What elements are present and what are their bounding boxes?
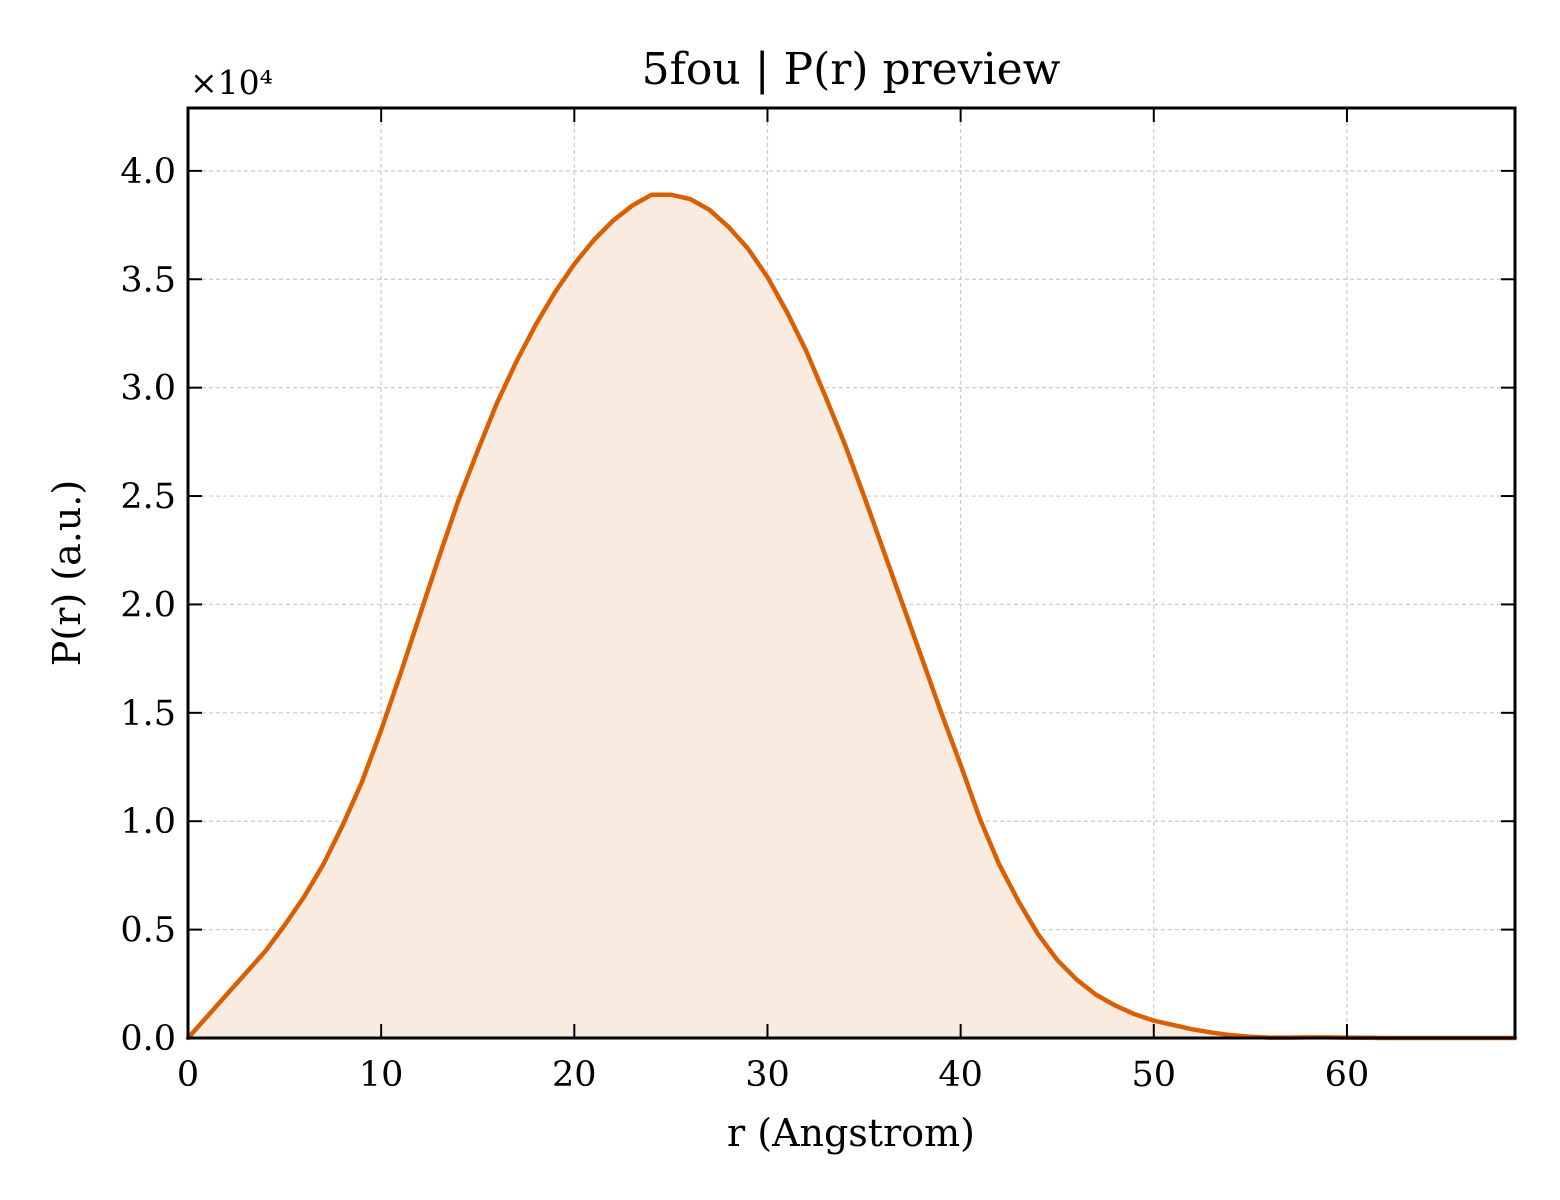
y-tick-label: 1.0 [120, 802, 176, 842]
y-tick-label: 0.0 [120, 1019, 176, 1059]
y-offset-label: ×10⁴ [190, 63, 273, 102]
x-tick-label: 10 [359, 1055, 404, 1095]
y-axis-label: P(r) (a.u.) [45, 480, 89, 666]
x-tick-label: 40 [938, 1055, 983, 1095]
y-tick-label: 3.0 [120, 369, 176, 409]
x-tick-label: 30 [745, 1055, 790, 1095]
y-tick-label: 4.0 [120, 152, 176, 192]
x-tick-label: 50 [1132, 1055, 1177, 1095]
plot-frame [186, 106, 1517, 1040]
y-tick-label: 0.5 [120, 911, 176, 951]
y-tick-label: 2.5 [120, 477, 176, 517]
chart-title: 5fou | P(r) preview [642, 44, 1061, 95]
series-area-fill [188, 194, 1515, 1038]
y-tick-label: 2.0 [120, 585, 176, 625]
y-tick-label: 3.5 [120, 260, 176, 300]
ticks: 0 10 20 30 40 50 60 0.0 0.5 1.0 1.5 2.0 2.5 3.0 3.5 4.0 [120, 108, 1515, 1095]
x-axis-label: r (Angstrom) [727, 1111, 975, 1155]
x-tick-label: 60 [1325, 1055, 1370, 1095]
x-tick-label: 0 [177, 1055, 199, 1095]
y-tick-label: 1.5 [120, 694, 176, 734]
x-tick-label: 20 [552, 1055, 597, 1095]
